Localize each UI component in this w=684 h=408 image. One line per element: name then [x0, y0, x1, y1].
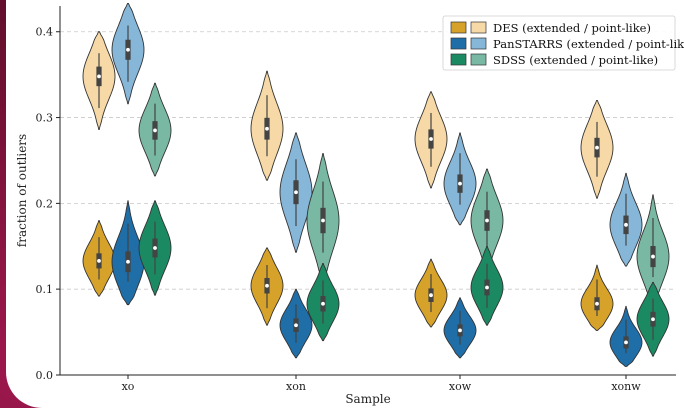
legend: DES (extended / point-like) PanSTARRS (ex… [442, 15, 684, 71]
violin-chart: 0.0 0.1 0.2 0.3 0.4 xo xon xow xonw fraction of … [15, 2, 684, 406]
x-tick-label: xon [286, 380, 306, 393]
violin-des-extended-xonw [580, 264, 614, 331]
violin-panstarrs-extended-xonw-median-dot [624, 340, 628, 345]
violin-des-pointlike-xow-median-dot [429, 137, 433, 141]
violin-sdss-extended-xonw-median-dot [651, 317, 655, 322]
y-tick-label: 0.4 [36, 26, 54, 39]
violin-sdss-pointlike-xonw-median-dot [651, 254, 655, 259]
x-tick-label: xo [122, 380, 135, 393]
violin-sdss-pointlike-xonw [636, 194, 670, 301]
violin-sdss-extended-xo-median-dot [153, 246, 157, 250]
violin-des-pointlike-xonw [580, 99, 614, 199]
legend-frame [442, 15, 676, 71]
violin-panstarrs-pointlike-xo-median-dot [126, 47, 130, 52]
violin-des-pointlike-xo-median-dot [97, 74, 101, 79]
violin-des-pointlike-xo [82, 31, 116, 131]
y-tick-label: 0.2 [36, 197, 54, 210]
violin-panstarrs-extended-xo [111, 200, 145, 306]
violin-panstarrs-extended-xonw [609, 305, 643, 367]
violin-sdss-pointlike-xow-median-dot [485, 218, 489, 223]
violin-sdss-extended-xon-median-dot [321, 301, 325, 306]
y-tick-label: 0.3 [36, 112, 54, 125]
y-axis-label: fraction of outliers [15, 134, 29, 247]
violin-des-pointlike-xow [414, 91, 448, 189]
violin-panstarrs-extended-xow-median-dot [458, 328, 462, 333]
violin-des-extended-xo [82, 220, 116, 297]
violin-panstarrs-pointlike-xon-median-dot [294, 190, 298, 195]
legend-swatch-extended [450, 53, 467, 66]
violin-panstarrs-pointlike-xow-median-dot [458, 181, 462, 186]
violin-sdss-extended-xo [138, 200, 172, 296]
violin-des-pointlike-xon [250, 70, 284, 181]
violin-sdss-extended-xow-median-dot [485, 285, 489, 290]
violin-panstarrs-extended-xo-median-dot [126, 259, 130, 264]
violin-sdss-pointlike-xow [470, 168, 504, 273]
violin-panstarrs-extended-xow [443, 297, 477, 359]
legend-label: DES (extended / point-like) [493, 21, 651, 35]
violin-sdss-pointlike-xo [138, 82, 172, 177]
violin-des-extended-xon-median-dot [265, 283, 269, 288]
violin-panstarrs-pointlike-xo [111, 2, 145, 105]
y-tick-label: 0.1 [36, 283, 54, 296]
violin-layer [82, 2, 670, 367]
violin-sdss-extended-xon [306, 262, 340, 342]
violin-sdss-pointlike-xo-median-dot [153, 128, 157, 133]
violin-sdss-extended-xow [470, 245, 504, 326]
legend-label: SDSS (extended / point-like) [493, 53, 658, 67]
legend-swatch-pointlike [470, 21, 487, 34]
violin-panstarrs-extended-xon [279, 288, 313, 359]
violin-panstarrs-pointlike-xonw [609, 172, 643, 267]
violin-sdss-extended-xonw [636, 281, 670, 357]
legend-swatch-pointlike [470, 53, 487, 66]
legend-swatch-extended [450, 21, 467, 34]
x-axis-label: Sample [345, 392, 390, 406]
violin-sdss-pointlike-xon-median-dot [321, 218, 325, 223]
violin-des-extended-xo-median-dot [97, 258, 101, 263]
y-tick-label: 0.0 [36, 369, 54, 382]
legend-swatch-extended [450, 37, 467, 50]
violin-des-pointlike-xonw-median-dot [595, 145, 599, 150]
chart-card: 0.0 0.1 0.2 0.3 0.4 xo xon xow xonw fraction of … [6, 0, 684, 408]
legend-swatch-pointlike [470, 37, 487, 50]
axes-layer: 0.0 0.1 0.2 0.3 0.4 xo xon xow xonw [36, 6, 676, 393]
violin-panstarrs-pointlike-xonw-median-dot [624, 222, 628, 227]
x-tick-label: xonw [611, 380, 641, 393]
violin-des-extended-xonw-median-dot [595, 301, 599, 306]
violin-panstarrs-pointlike-xow [443, 132, 477, 226]
x-tick-label: xow [449, 380, 472, 393]
violin-panstarrs-pointlike-xon [279, 132, 313, 253]
violin-des-extended-xow [414, 258, 448, 328]
violin-des-extended-xon [250, 247, 284, 326]
violin-sdss-pointlike-xon [306, 153, 340, 282]
violin-des-extended-xow-median-dot [429, 293, 433, 298]
legend-label: PanSTARRS (extended / point-like) [493, 37, 684, 51]
violin-des-pointlike-xon-median-dot [265, 126, 269, 131]
violin-panstarrs-extended-xon-median-dot [294, 323, 298, 328]
